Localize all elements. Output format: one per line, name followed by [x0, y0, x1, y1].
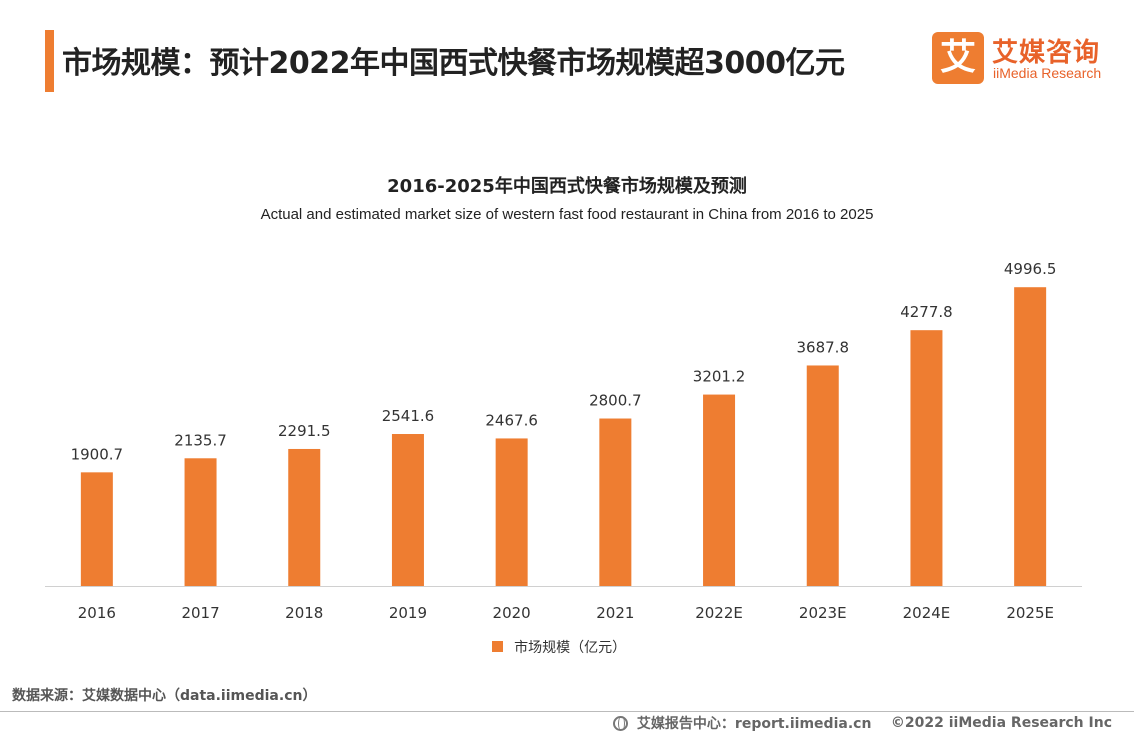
x-tick-label-2021: 2021	[596, 604, 634, 622]
chart-title: 2016-2025年中国西式快餐市场规模及预测	[387, 176, 747, 197]
copyright: ©2022 iiMedia Research Inc	[890, 715, 1112, 731]
data-source: 数据来源：艾媒数据中心（data.iimedia.cn）	[12, 688, 317, 704]
x-tick-label-2016: 2016	[78, 604, 116, 622]
bar-2023E	[806, 365, 839, 586]
data-label-2018: 2291.5	[278, 422, 331, 440]
data-label-2022E: 3201.2	[693, 368, 746, 386]
x-tick-label-2022E: 2022E	[695, 604, 743, 622]
x-tick-label-2023E: 2023E	[799, 604, 847, 622]
data-label-2024E: 4277.8	[900, 303, 953, 321]
data-label-2017: 2135.7	[174, 431, 227, 449]
bar-2018	[288, 448, 321, 586]
logo-glyph: 艾	[939, 37, 976, 78]
x-tick-label-2019: 2019	[389, 604, 427, 622]
bar-2021	[599, 418, 632, 586]
data-label-2020: 2467.6	[485, 411, 538, 429]
x-tick-label-2024E: 2024E	[903, 604, 951, 622]
chart-legend: 市场规模（亿元）	[492, 636, 626, 656]
x-tick-label-2020: 2020	[493, 604, 531, 622]
title-accent-bar	[45, 30, 54, 92]
x-tick-label-2017: 2017	[181, 604, 219, 622]
logo-icon	[932, 32, 984, 84]
brand-logo: 艾 艾媒咨询 iiMedia Research	[932, 32, 1122, 84]
logo-cn-text: 艾媒咨询	[992, 38, 1101, 68]
x-tick-label-2025E: 2025E	[1006, 604, 1054, 622]
data-label-2016: 1900.7	[71, 445, 124, 463]
bar-2025E	[1014, 287, 1047, 586]
bar-2016	[80, 472, 113, 586]
bar-2020	[495, 438, 528, 586]
bar-2019	[391, 434, 424, 586]
page-title: 市场规模：预计2022年中国西式快餐市场规模超3000亿元	[62, 46, 845, 81]
data-label-2025E: 4996.5	[1004, 260, 1057, 278]
bar-2017	[184, 458, 217, 586]
logo-en-text: iiMedia Research	[993, 65, 1102, 81]
report-center-link[interactable]: 艾媒报告中心：report.iimedia.cn	[636, 716, 872, 732]
footer-divider	[0, 711, 1134, 712]
globe-icon	[613, 715, 629, 731]
data-label-2019: 2541.6	[382, 407, 435, 425]
data-label-2021: 2800.7	[589, 392, 642, 410]
legend-label: 市场规模（亿元）	[514, 639, 627, 656]
bar-2022E	[703, 394, 736, 586]
legend-swatch	[492, 641, 503, 652]
x-tick-label-2018: 2018	[285, 604, 323, 622]
data-label-2023E: 3687.8	[797, 338, 850, 356]
chart-subtitle: Actual and estimated market size of west…	[260, 206, 874, 223]
footer: 艾媒报告中心：report.iimedia.cn ©2022 iiMedia R…	[613, 713, 1112, 733]
bar-2024E	[910, 330, 943, 586]
